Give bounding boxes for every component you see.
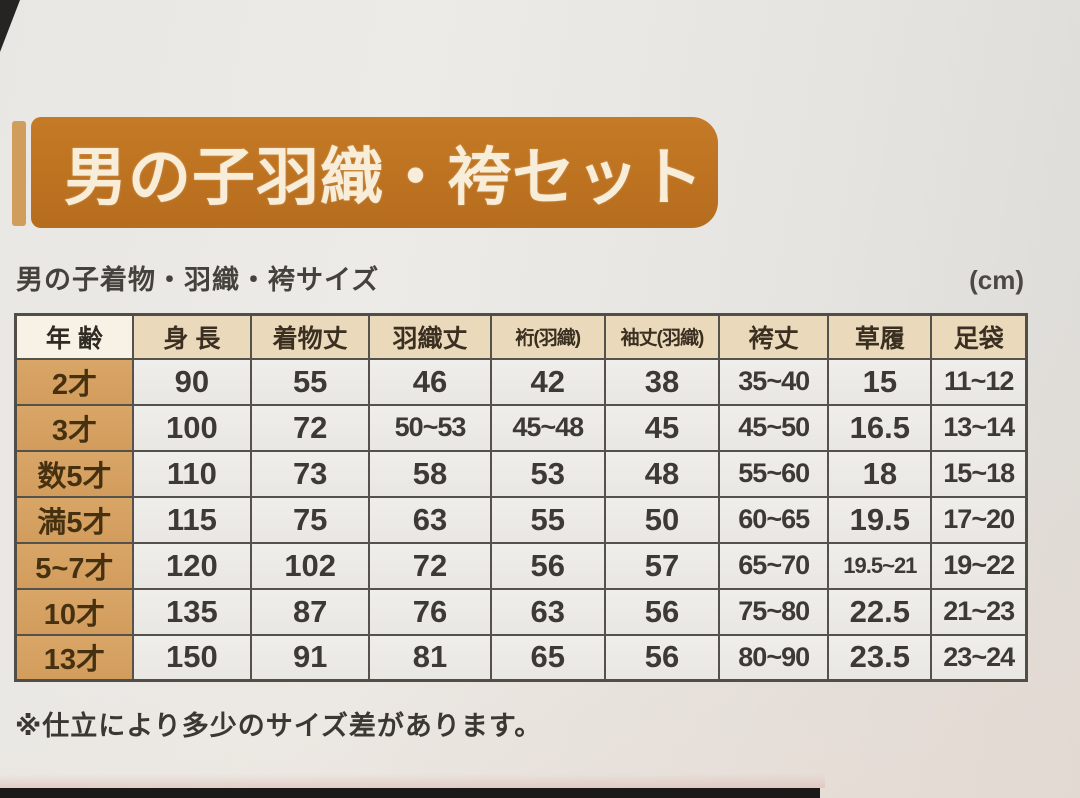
size-value-cell: 53 [489,449,606,498]
size-value-cell: 50 [603,495,721,544]
size-value-cell: 55~60 [718,449,830,498]
column-header-kimono-length: 着物丈 [250,313,371,360]
size-value-cell: 35~40 [718,357,830,406]
column-header-sode-haori: 袖丈(羽織) [603,313,721,360]
scan-corner-mark [0,0,20,52]
age-cell: 10才 [14,587,134,636]
size-value-cell: 76 [368,587,492,636]
size-value-cell: 45 [603,403,721,452]
size-value-cell: 15~18 [930,449,1028,498]
size-value-cell: 19.5 [827,495,933,544]
size-value-cell: 120 [131,541,253,590]
column-header-haori-length: 羽織丈 [368,313,492,360]
size-value-cell: 115 [131,495,253,544]
column-header-zori: 草履 [827,313,933,360]
table-row: 満5才 115 75 63 55 50 60~65 19.5 17~20 [14,495,1028,544]
age-cell: 満5才 [14,495,134,544]
size-value-cell: 13~14 [930,403,1028,452]
size-value-cell: 23~24 [930,633,1028,682]
page-curl-shadow [0,774,825,788]
size-value-cell: 45~50 [718,403,830,452]
size-value-cell: 75~80 [718,587,830,636]
size-value-cell: 46 [368,357,492,406]
column-header-age: 年 齢 [14,313,134,360]
size-value-cell: 21~23 [930,587,1028,636]
size-value-cell: 63 [368,495,492,544]
size-value-cell: 56 [603,587,721,636]
table-row: 5~7才 120 102 72 56 57 65~70 19.5~21 19~22 [14,541,1028,590]
size-value-cell: 55 [250,357,371,406]
size-value-cell: 91 [250,633,371,682]
size-value-cell: 48 [603,449,721,498]
size-value-cell: 50~53 [368,403,492,452]
size-value-cell: 11~12 [930,357,1028,406]
table-row: 数5才 110 73 58 53 48 55~60 18 15~18 [14,449,1028,498]
size-value-cell: 19~22 [930,541,1028,590]
size-value-cell: 73 [250,449,371,498]
table-row: 3才 100 72 50~53 45~48 45 45~50 16.5 13~14 [14,403,1028,452]
size-value-cell: 102 [250,541,371,590]
age-cell: 2才 [14,357,134,406]
title-banner: 男の子羽織・袴セット [31,117,718,228]
column-header-height: 身 長 [131,313,253,360]
size-value-cell: 45~48 [489,403,606,452]
column-header-hakama-length: 袴丈 [718,313,830,360]
header-row: 年 齢 身 長 着物丈 羽織丈 裄(羽織) 袖丈(羽織) 袴丈 草履 足袋 [14,313,1028,360]
size-value-cell: 110 [131,449,253,498]
size-value-cell: 150 [131,633,253,682]
table-row: 10才 135 87 76 63 56 75~80 22.5 21~23 [14,587,1028,636]
size-value-cell: 38 [603,357,721,406]
age-cell: 数5才 [14,449,134,498]
unit-label: (cm) [969,265,1024,295]
size-value-cell: 80~90 [718,633,830,682]
size-value-cell: 15 [827,357,933,406]
banner-accent-bar [12,121,26,226]
size-value-cell: 18 [827,449,933,498]
size-value-cell: 72 [368,541,492,590]
size-value-cell: 87 [250,587,371,636]
age-cell: 13才 [14,633,134,682]
size-value-cell: 81 [368,633,492,682]
size-value-cell: 23.5 [827,633,933,682]
table-row: 13才 150 91 81 65 56 80~90 23.5 23~24 [14,633,1028,682]
age-cell: 3才 [14,403,134,452]
column-header-tabi: 足袋 [930,313,1028,360]
bottom-black-bar [0,788,820,798]
size-value-cell: 16.5 [827,403,933,452]
size-value-cell: 100 [131,403,253,452]
size-value-cell: 65~70 [718,541,830,590]
table-caption: 男の子着物・羽織・袴サイズ [16,265,380,295]
size-value-cell: 63 [489,587,606,636]
size-value-cell: 65 [489,633,606,682]
size-value-cell: 56 [603,633,721,682]
size-value-cell: 19.5~21 [827,541,933,590]
size-table: 年 齢 身 長 着物丈 羽織丈 裄(羽織) 袖丈(羽織) 袴丈 草履 足袋 2才… [14,313,1028,682]
size-value-cell: 22.5 [827,587,933,636]
size-table-body: 2才 90 55 46 42 38 35~40 15 11~12 3才 100 72 50~53 45~4… [14,357,1028,682]
size-value-cell: 58 [368,449,492,498]
size-value-cell: 90 [131,357,253,406]
size-value-cell: 55 [489,495,606,544]
footnote: ※仕立により多少のサイズ差があります。 [15,711,543,741]
age-cell: 5~7才 [14,541,134,590]
subtitle-row: 男の子着物・羽織・袴サイズ (cm) [16,258,1024,297]
size-value-cell: 72 [250,403,371,452]
page-title: 男の子羽織・袴セット [64,143,704,213]
size-value-cell: 135 [131,587,253,636]
column-header-yuki-haori: 裄(羽織) [489,313,606,360]
size-value-cell: 75 [250,495,371,544]
size-value-cell: 42 [489,357,606,406]
size-value-cell: 56 [489,541,606,590]
size-value-cell: 60~65 [718,495,830,544]
size-value-cell: 57 [603,541,721,590]
size-value-cell: 17~20 [930,495,1028,544]
table-row: 2才 90 55 46 42 38 35~40 15 11~12 [14,357,1028,406]
